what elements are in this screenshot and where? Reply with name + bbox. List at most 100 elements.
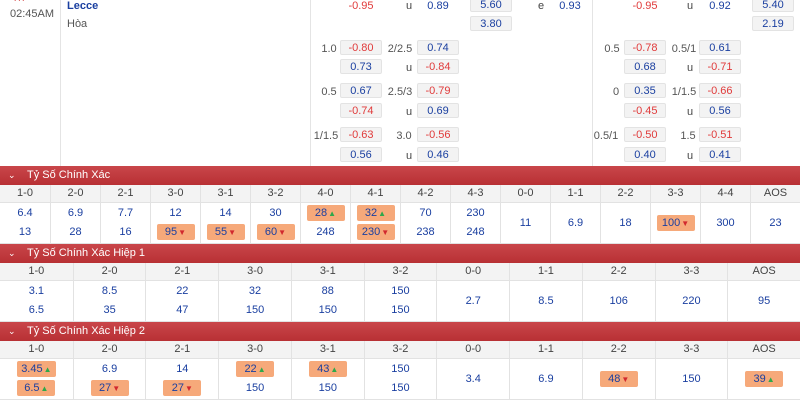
odds-cell[interactable]: 6.4 13 bbox=[0, 203, 50, 243]
odds-box[interactable]: -0.80 bbox=[340, 40, 382, 55]
odds-box[interactable]: -0.66 bbox=[699, 83, 741, 98]
odds-value[interactable]: 238 bbox=[407, 224, 445, 240]
odds-cell[interactable]: 32▲ 230▼ bbox=[350, 203, 400, 243]
odds-box[interactable]: 0.69 bbox=[417, 103, 459, 118]
odds-cell[interactable]: 150 150 bbox=[363, 281, 437, 321]
section-header[interactable]: ⌄ Tỷ Số Chính Xác bbox=[0, 166, 800, 185]
odds-value[interactable]: 6.9 bbox=[527, 371, 565, 387]
odds-value[interactable]: 8.5 bbox=[91, 283, 129, 299]
odds-value[interactable]: 95 bbox=[745, 293, 783, 309]
odds-cell[interactable]: 14 27▼ bbox=[145, 359, 218, 399]
odds-cell[interactable]: 30 60▼ bbox=[250, 203, 300, 243]
odds-cell[interactable]: 3.45▲ 6.5▲ bbox=[0, 359, 73, 399]
odds-cell[interactable]: 95 bbox=[727, 281, 800, 321]
team-name[interactable]: Lecce bbox=[67, 0, 99, 12]
odds-value[interactable]: 3.4 bbox=[454, 371, 492, 387]
odds-value[interactable]: 248 bbox=[307, 224, 345, 240]
odds-value[interactable]: 3.45▲ bbox=[17, 361, 56, 377]
odds-value[interactable]: 0.92 bbox=[709, 0, 731, 12]
odds-value[interactable]: 95▼ bbox=[156, 224, 195, 240]
odds-value[interactable]: 22▲ bbox=[236, 361, 275, 377]
odds-box[interactable]: 0.67 bbox=[340, 83, 382, 98]
odds-value[interactable]: 14 bbox=[207, 205, 245, 221]
odds-value[interactable]: 150 bbox=[381, 302, 419, 318]
odds-box[interactable]: -0.74 bbox=[340, 103, 382, 118]
odds-value[interactable]: 55▼ bbox=[206, 224, 245, 240]
odds-value[interactable]: 106 bbox=[600, 293, 638, 309]
odds-value[interactable]: 100▼ bbox=[656, 215, 695, 231]
odds-box[interactable]: 2.19 bbox=[752, 16, 794, 31]
odds-box[interactable]: 0.41 bbox=[699, 147, 741, 162]
collapse-chevron-icon[interactable]: ⌄ bbox=[8, 326, 16, 336]
odds-value[interactable]: 150 bbox=[309, 380, 347, 396]
odds-value[interactable]: 16 bbox=[107, 224, 145, 240]
odds-cell[interactable]: 220 bbox=[654, 281, 728, 321]
odds-box[interactable]: -0.79 bbox=[417, 83, 459, 98]
odds-value[interactable]: 6.9 bbox=[91, 361, 129, 377]
odds-value[interactable]: -0.95 bbox=[632, 0, 658, 12]
odds-value[interactable]: 7.7 bbox=[107, 205, 145, 221]
odds-cell[interactable]: 48▼ bbox=[581, 359, 655, 399]
odds-value[interactable]: 27▼ bbox=[90, 380, 129, 396]
odds-cell[interactable]: 150 bbox=[654, 359, 728, 399]
odds-cell[interactable]: 18 bbox=[600, 203, 650, 243]
odds-box[interactable]: 0.73 bbox=[340, 59, 382, 74]
odds-box[interactable]: 0.46 bbox=[417, 147, 459, 162]
odds-cell[interactable]: 6.9 28 bbox=[50, 203, 100, 243]
odds-value[interactable]: 28▲ bbox=[306, 205, 345, 221]
odds-cell[interactable]: 8.5 bbox=[509, 281, 582, 321]
odds-value[interactable]: 14 bbox=[163, 361, 201, 377]
odds-value[interactable]: 0.93 bbox=[559, 0, 581, 12]
odds-value[interactable]: 6.9 bbox=[557, 215, 595, 231]
odds-box[interactable]: -0.50 bbox=[624, 127, 666, 142]
odds-value[interactable]: 150 bbox=[381, 380, 419, 396]
collapse-chevron-icon[interactable]: ⌄ bbox=[8, 170, 16, 180]
odds-value[interactable]: 70 bbox=[407, 205, 445, 221]
odds-value[interactable]: 150 bbox=[381, 283, 419, 299]
odds-value[interactable]: 13 bbox=[6, 224, 44, 240]
odds-box[interactable]: -0.51 bbox=[699, 127, 741, 142]
section-header[interactable]: ⌄ Tỷ Số Chính Xác Hiệp 1 bbox=[0, 244, 800, 263]
odds-value[interactable]: 3.1 bbox=[17, 283, 55, 299]
odds-value[interactable]: 47 bbox=[163, 302, 201, 318]
odds-value[interactable]: 35 bbox=[91, 302, 129, 318]
odds-box[interactable]: 0.40 bbox=[624, 147, 666, 162]
odds-cell[interactable]: 100▼ bbox=[650, 203, 700, 243]
odds-value[interactable]: 230 bbox=[457, 205, 495, 221]
odds-box[interactable]: 0.61 bbox=[699, 40, 741, 55]
odds-box[interactable]: 0.56 bbox=[699, 103, 741, 118]
odds-value[interactable]: 248 bbox=[457, 224, 495, 240]
odds-value[interactable]: 150 bbox=[381, 361, 419, 377]
odds-box[interactable]: -0.71 bbox=[699, 59, 741, 74]
odds-cell[interactable]: 12 95▼ bbox=[150, 203, 200, 243]
odds-cell[interactable]: 22 47 bbox=[145, 281, 218, 321]
odds-cell[interactable]: 14 55▼ bbox=[200, 203, 250, 243]
odds-box[interactable]: 0.68 bbox=[624, 59, 666, 74]
odds-value[interactable]: 23 bbox=[757, 215, 795, 231]
odds-value[interactable]: 8.5 bbox=[527, 293, 565, 309]
odds-cell[interactable]: 150 150 bbox=[363, 359, 437, 399]
odds-cell[interactable]: 88 150 bbox=[290, 281, 364, 321]
odds-value[interactable]: 43▲ bbox=[308, 361, 347, 377]
odds-value[interactable]: 18 bbox=[607, 215, 645, 231]
odds-cell[interactable]: 6.9 27▼ bbox=[72, 359, 146, 399]
odds-value[interactable]: 150 bbox=[236, 380, 274, 396]
odds-value[interactable]: 60▼ bbox=[256, 224, 295, 240]
odds-box[interactable]: 0.56 bbox=[340, 147, 382, 162]
odds-cell[interactable]: 6.9 bbox=[509, 359, 582, 399]
odds-cell[interactable]: 11 bbox=[500, 203, 550, 243]
odds-value[interactable]: 22 bbox=[163, 283, 201, 299]
odds-value[interactable]: 220 bbox=[672, 293, 710, 309]
odds-cell[interactable]: 6.9 bbox=[550, 203, 600, 243]
odds-box[interactable]: -0.84 bbox=[417, 59, 459, 74]
collapse-chevron-icon[interactable]: ⌄ bbox=[8, 248, 16, 258]
odds-cell[interactable]: 3.1 6.5 bbox=[0, 281, 73, 321]
odds-value[interactable]: 30 bbox=[257, 205, 295, 221]
odds-value[interactable]: 300 bbox=[707, 215, 745, 231]
odds-box[interactable]: -0.56 bbox=[417, 127, 459, 142]
odds-box[interactable]: -0.45 bbox=[624, 103, 666, 118]
odds-box[interactable]: 0.74 bbox=[417, 40, 459, 55]
odds-value[interactable]: 150 bbox=[236, 302, 274, 318]
odds-cell[interactable]: 23 bbox=[750, 203, 800, 243]
odds-value[interactable]: 150 bbox=[672, 371, 710, 387]
